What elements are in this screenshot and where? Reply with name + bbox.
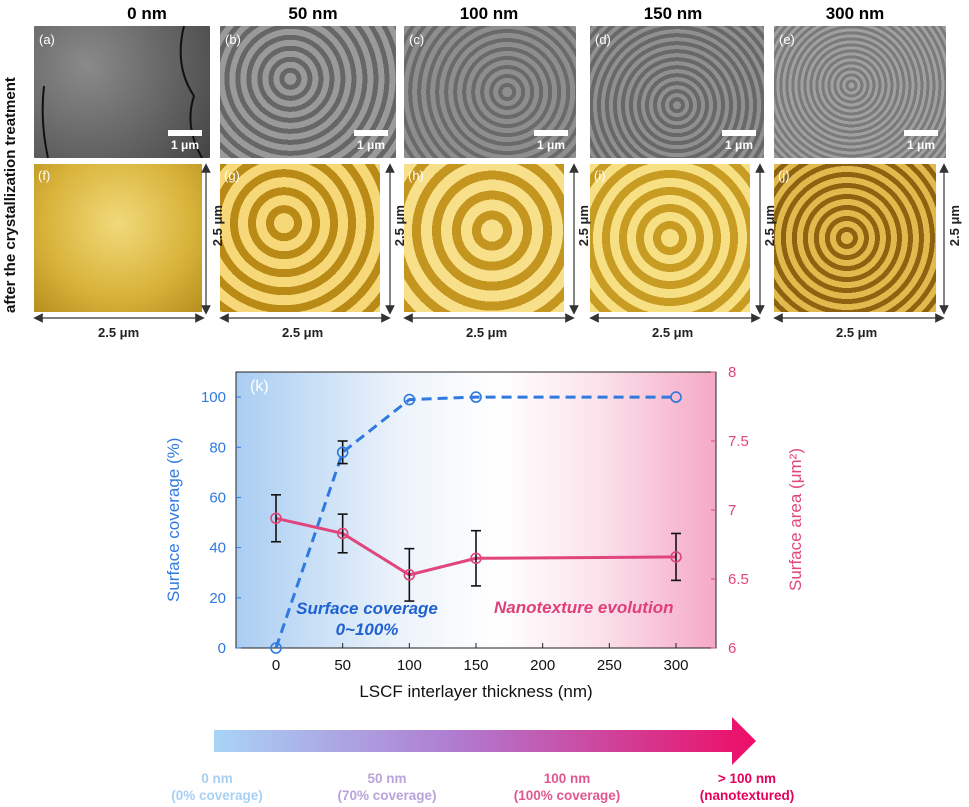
x-axis-label: LSCF interlayer thickness (nm) (359, 682, 593, 701)
data-point (270, 642, 282, 654)
y-left-label: Surface coverage (%) (164, 437, 183, 603)
stage-label-1: 50 nm (70% coverage) (302, 770, 472, 804)
afm-width-2: 2.5 μm (466, 325, 508, 340)
x-tick-label: 100 (397, 657, 422, 674)
sem-image-50nm: (b) 1 μm (220, 26, 396, 158)
data-point (670, 551, 682, 563)
nanotexture-annotation: Nanotexture evolution (494, 598, 674, 617)
y-right-tick-label: 7 (728, 502, 736, 519)
y-left-tick-label: 0 (218, 640, 226, 657)
sem-tag-c: (c) (409, 32, 425, 47)
stage-0-line2: (0% coverage) (171, 788, 263, 803)
stage-label-2: 100 nm (100% coverage) (482, 770, 652, 804)
sem-tag-e: (e) (779, 32, 795, 47)
sem-image-100nm: (c) 1 μm (404, 26, 576, 158)
x-tick-label: 50 (334, 657, 351, 674)
progress-arrow (214, 717, 756, 765)
sem-tag-d: (d) (595, 32, 611, 47)
column-header-1: 50 nm (288, 4, 338, 23)
afm-image-150nm: (i) (590, 164, 750, 312)
stage-3-line1: > 100 nm (717, 771, 777, 786)
y-right-label: Surface area (μm²) (786, 448, 805, 592)
x-tick-label: 300 (663, 657, 688, 674)
afm-width-0: 2.5 μm (98, 325, 140, 340)
y-right-tick-label: 6 (728, 640, 736, 657)
sem-image-300nm: (e) 1 μm (774, 26, 946, 158)
stage-2-line2: (100% coverage) (513, 788, 621, 803)
sem-tag-b: (b) (225, 32, 241, 47)
afm-image-0nm: (f) (34, 164, 202, 312)
x-tick-label: 150 (463, 657, 488, 674)
y-right-tick-label: 7.5 (728, 433, 749, 450)
column-header-0: 0 nm (127, 4, 167, 23)
scale-bar-e: 1 μm (904, 130, 938, 152)
stage-2-line1: 100 nm (543, 771, 591, 786)
y-right-tick-label: 6.5 (728, 571, 749, 588)
sem-image-0nm: (a) 1 μm (34, 26, 210, 158)
afm-image-50nm: (g) (220, 164, 380, 312)
crack-lines (41, 26, 203, 158)
plot-area (235, 371, 717, 649)
y-left-tick-label: 60 (209, 489, 226, 506)
data-point (336, 527, 349, 540)
afm-width-3: 2.5 μm (652, 325, 694, 340)
x-tick-label: 200 (530, 657, 555, 674)
scale-bar-d: 1 μm (722, 130, 756, 152)
stage-0-line1: 0 nm (201, 771, 233, 786)
coverage-annotation-line1: Surface coverage (296, 599, 438, 618)
x-tick-label: 250 (597, 657, 622, 674)
data-point (270, 512, 282, 525)
data-point (470, 552, 482, 565)
stage-label-3: > 100 nm (nanotextured) (662, 770, 832, 804)
stage-3-line2: (nanotextured) (699, 788, 795, 803)
coverage-annotation-line2: 0~100% (335, 620, 399, 639)
afm-dimension-arrows (33, 163, 949, 323)
y-left-tick-label: 20 (209, 590, 226, 607)
afm-width-1: 2.5 μm (282, 325, 324, 340)
sem-image-150nm: (d) 1 μm (590, 26, 764, 158)
data-point (403, 569, 416, 581)
data-point (403, 393, 416, 406)
scale-bar-c: 1 μm (534, 130, 568, 152)
x-tick-label: 0 (272, 657, 280, 674)
stage-label-0: 0 nm (0% coverage) (132, 770, 302, 804)
afm-tag-j: (j) (778, 168, 790, 183)
afm-image-300nm: (j) (774, 164, 936, 312)
sem-tag-a: (a) (39, 32, 55, 47)
afm-image-100nm: (h) (404, 164, 564, 312)
column-header-4: 300 nm (825, 4, 885, 23)
column-header-2: 100 nm (459, 4, 519, 23)
column-header-3: 150 nm (643, 4, 703, 23)
scale-bar-b: 1 μm (354, 130, 388, 152)
data-point (336, 446, 349, 459)
afm-tag-h: (h) (408, 168, 424, 183)
stage-1-line1: 50 nm (367, 771, 407, 786)
chart-panel-label: (k) (250, 378, 269, 395)
data-point (470, 391, 482, 403)
scale-bar-a: 1 μm (168, 130, 202, 152)
y-left-tick-label: 40 (209, 540, 226, 557)
afm-width-4: 2.5 μm (836, 325, 878, 340)
coverage-annotation: Surface coverage 0~100% (282, 598, 452, 640)
y-left-tick-label: 100 (201, 389, 226, 406)
afm-tag-g: (g) (224, 168, 240, 183)
y-left-tick-label: 80 (209, 439, 226, 456)
series-line-0 (274, 395, 676, 649)
y-right-tick-label: 8 (728, 364, 736, 381)
afm-tag-f: (f) (38, 168, 51, 183)
stage-1-line2: (70% coverage) (337, 788, 437, 803)
data-point (670, 391, 682, 403)
afm-tag-i: (i) (594, 168, 606, 183)
